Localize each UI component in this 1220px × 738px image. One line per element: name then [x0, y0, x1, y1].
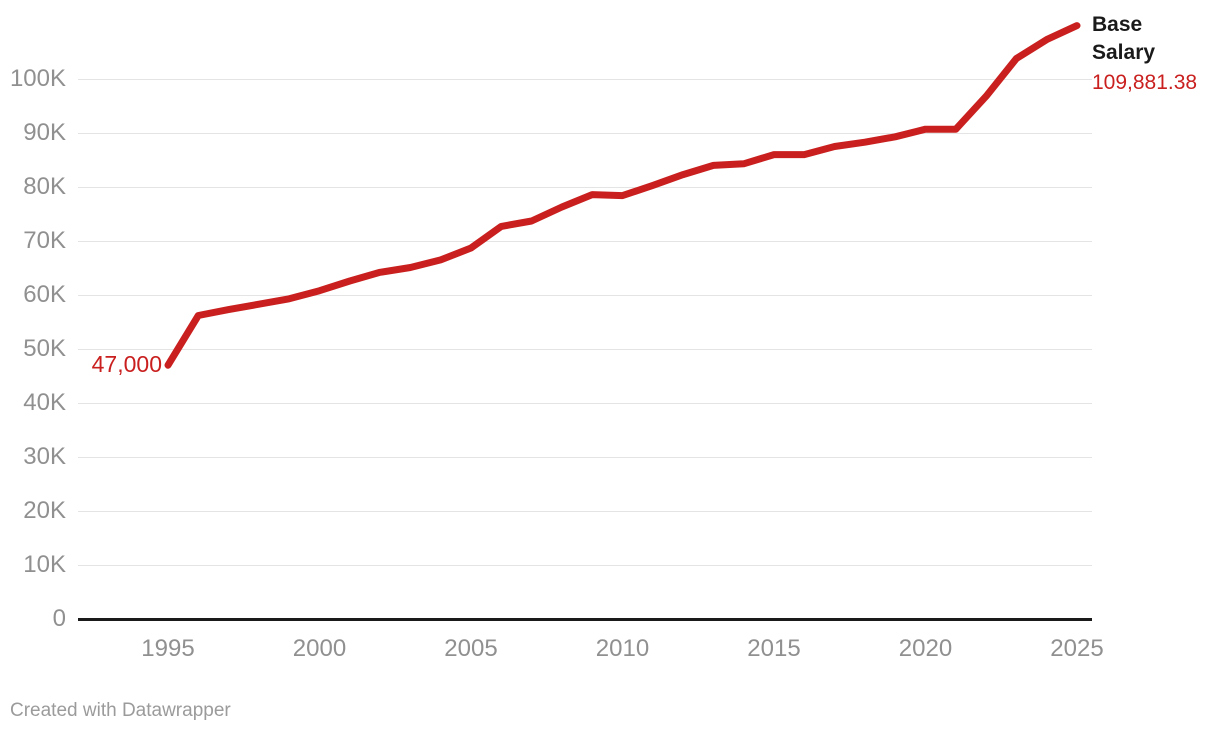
base-salary-line [164, 22, 1081, 369]
y-tick-label: 30K [23, 443, 66, 470]
x-tick-label: 2000 [292, 635, 347, 662]
first-value-label: 47,000 [91, 351, 162, 377]
y-tick-label: 20K [23, 497, 66, 524]
series-end-label: Base Salary 109,881.38 [1092, 11, 1218, 97]
y-tick-label: 50K [23, 335, 66, 362]
y-tick-label: 10K [23, 551, 66, 578]
y-tick-label: 60K [23, 281, 66, 308]
y-tick-label: 80K [23, 173, 66, 200]
y-tick-label: 0 [52, 605, 66, 632]
x-tick-label: 2010 [595, 635, 650, 662]
gridline [78, 403, 1092, 404]
x-tick-label: 2005 [444, 635, 498, 662]
gridline [78, 295, 1092, 296]
gridline [78, 349, 1092, 350]
x-tick-label: 2015 [747, 635, 801, 662]
last-value-label: 109,881.38 [1092, 71, 1198, 94]
gridline [78, 565, 1092, 566]
x-tick-label: 2025 [1050, 635, 1104, 662]
y-tick-label: 70K [23, 227, 66, 254]
gridline [78, 241, 1092, 242]
gridline [78, 187, 1092, 188]
series-name-line2: Salary [1092, 41, 1156, 64]
gridline [78, 511, 1092, 512]
y-tick-label: 90K [23, 119, 66, 146]
gridline [78, 457, 1092, 458]
x-axis-baseline [78, 617, 1092, 621]
gridline [78, 79, 1092, 80]
gridline [78, 133, 1092, 134]
y-tick-label: 100K [9, 65, 66, 92]
y-tick-label: 40K [23, 389, 66, 416]
x-tick-label: 2020 [898, 635, 953, 662]
datawrapper-attribution: Created with Datawrapper [10, 700, 231, 721]
x-tick-label: 1995 [141, 635, 195, 662]
series-name-line1: Base [1092, 13, 1143, 36]
